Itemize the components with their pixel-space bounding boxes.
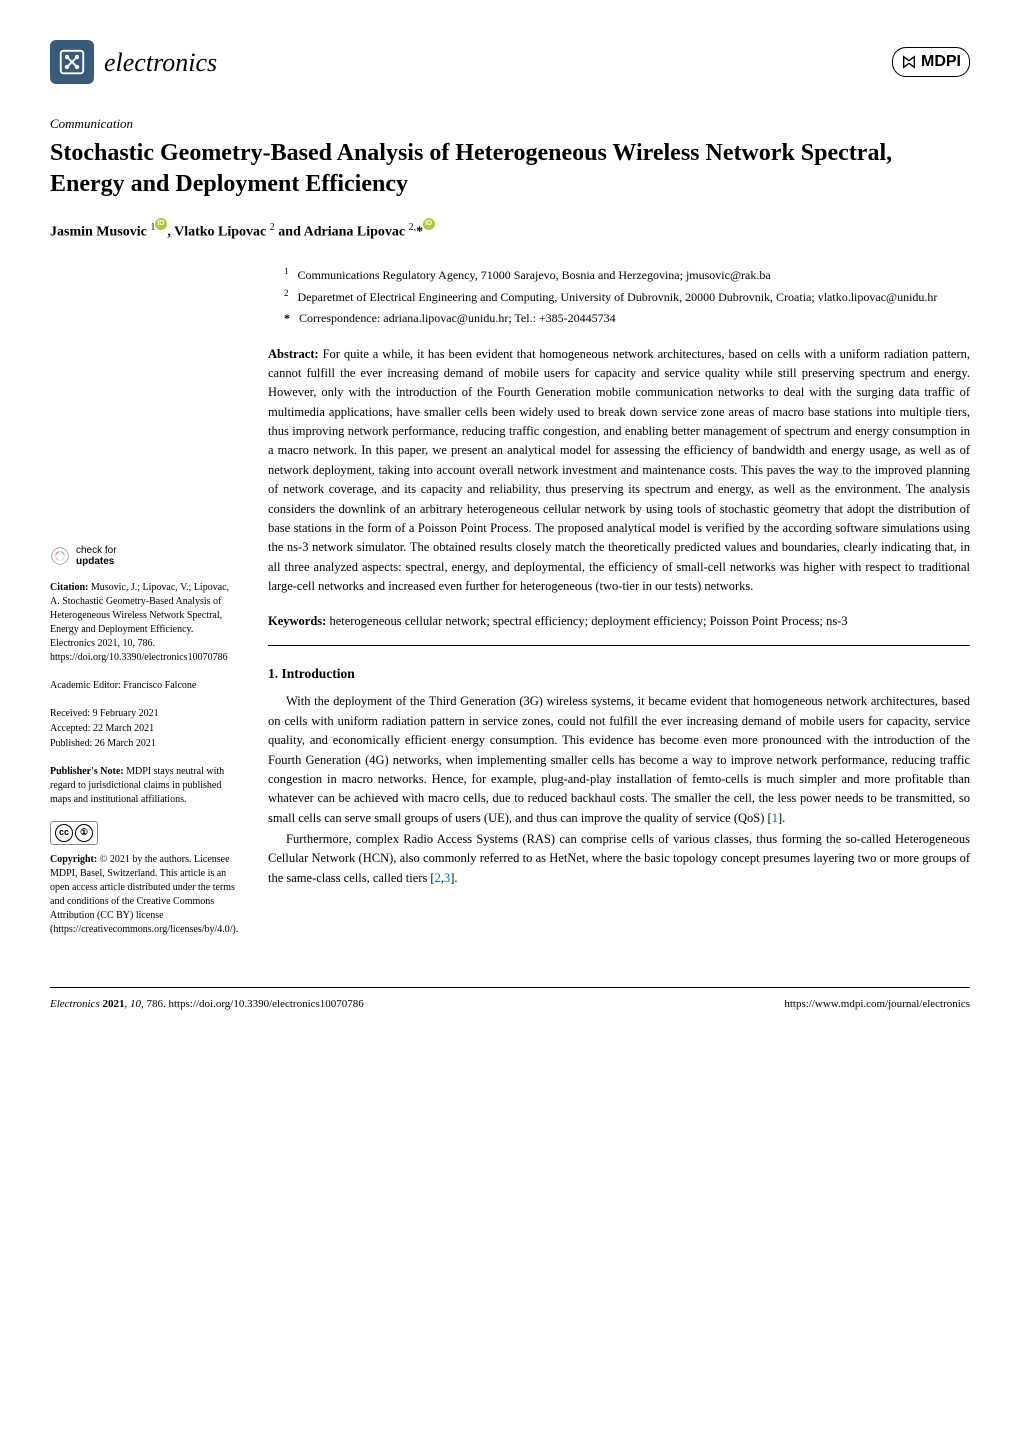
orcid-icon xyxy=(155,218,167,230)
affiliation-1-text: Communications Regulatory Agency, 71000 … xyxy=(298,268,771,282)
copyright-label: Copyright: xyxy=(50,854,97,865)
check-updates-icon xyxy=(50,546,70,566)
main-content: 1 Communications Regulatory Agency, 7100… xyxy=(268,265,970,947)
publishers-note: Publisher's Note: MDPI stays neutral wit… xyxy=(50,765,240,807)
citation-text: Musovic, J.; Lipovac, V.; Lipovac, A. St… xyxy=(50,582,229,663)
copyright-body: © 2021 by the authors. Licensee MDPI, Ba… xyxy=(50,854,238,935)
affiliation-2-text: Deparetmet of Electrical Engineering and… xyxy=(298,290,938,304)
authors: Jasmin Musovic 1, Vlatko Lipovac 2 and A… xyxy=(50,218,970,243)
correspondence-text: Correspondence: adriana.lipovac@unidu.hr… xyxy=(299,311,616,325)
publisher-logo: MDPI xyxy=(892,47,970,77)
article-type: Communication xyxy=(50,114,970,134)
dates-block: Received: 9 February 2021 Accepted: 22 M… xyxy=(50,707,240,751)
footer: Electronics 2021, 10, 786. https://doi.o… xyxy=(50,987,970,1013)
separator xyxy=(268,645,970,646)
keywords-label: Keywords: xyxy=(268,614,326,628)
footer-right: https://www.mdpi.com/journal/electronics xyxy=(784,996,970,1013)
received-date: Received: 9 February 2021 xyxy=(50,707,240,721)
intro-paragraph-2: Furthermore, complex Radio Access System… xyxy=(268,830,970,888)
journal-logo: electronics xyxy=(50,40,217,84)
journal-name: electronics xyxy=(104,43,217,82)
cc-icon: cc xyxy=(55,824,73,842)
keywords-text: heterogeneous cellular network; spectral… xyxy=(329,614,847,628)
section-heading-1: 1. Introduction xyxy=(268,664,970,684)
published-date: Published: 26 March 2021 xyxy=(50,737,240,751)
check-updates[interactable]: check for updates xyxy=(50,545,240,567)
journal-icon xyxy=(50,40,94,84)
citation-label: Citation: xyxy=(50,582,88,593)
correspondence: * Correspondence: adriana.lipovac@unidu.… xyxy=(284,309,970,327)
abstract: Abstract: For quite a while, it has been… xyxy=(268,345,970,597)
intro-p1-text: With the deployment of the Third Generat… xyxy=(268,694,970,824)
academic-editor: Academic Editor: Francisco Falcone xyxy=(50,679,240,693)
header: electronics MDPI xyxy=(50,40,970,84)
license-block: cc ① Copyright: © 2021 by the authors. L… xyxy=(50,821,240,937)
affiliations: 1 Communications Regulatory Agency, 7100… xyxy=(268,265,970,327)
citation-block: Citation: Musovic, J.; Lipovac, V.; Lipo… xyxy=(50,581,240,665)
page-title: Stochastic Geometry-Based Analysis of He… xyxy=(50,138,970,200)
affiliation-1: 1 Communications Regulatory Agency, 7100… xyxy=(284,265,970,284)
affiliation-2: 2 Deparetmet of Electrical Engineering a… xyxy=(284,287,970,306)
cc-logo: cc ① xyxy=(50,821,98,845)
check-for-label: check for xyxy=(76,545,117,556)
pubnote-label: Publisher's Note: xyxy=(50,766,124,777)
sidebar: check for updates Citation: Musovic, J.;… xyxy=(50,545,240,947)
intro-paragraph-1: With the deployment of the Third Generat… xyxy=(268,692,970,828)
intro-p2-text: Furthermore, complex Radio Access System… xyxy=(268,832,970,885)
intro-p2-end: ]. xyxy=(450,871,457,885)
abstract-text: For quite a while, it has been evident t… xyxy=(268,347,970,594)
publisher-icon xyxy=(901,54,917,70)
updates-label: updates xyxy=(76,556,114,567)
intro-p1-end: ]. xyxy=(778,811,785,825)
copyright-text: Copyright: © 2021 by the authors. Licens… xyxy=(50,853,240,937)
keywords: Keywords: heterogeneous cellular network… xyxy=(268,612,970,631)
footer-left: Electronics 2021, 10, 786. https://doi.o… xyxy=(50,996,364,1013)
abstract-label: Abstract: xyxy=(268,347,319,361)
publisher-name: MDPI xyxy=(921,50,961,74)
orcid-icon xyxy=(423,218,435,230)
by-icon: ① xyxy=(75,824,93,842)
accepted-date: Accepted: 22 March 2021 xyxy=(50,722,240,736)
